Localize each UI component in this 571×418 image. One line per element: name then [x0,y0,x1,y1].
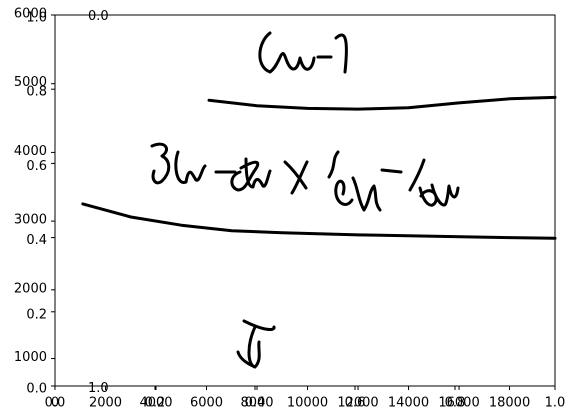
y-tick-label-pix-1000: 1000 [14,350,47,365]
y-ticks-pixel: 1000 2000 3000 4000 5000 6000 [14,7,55,365]
series-line-2 [81,202,557,240]
x-tick-label-pix-14000: 14000 [388,396,429,411]
x-tick-label-pix-8000: 8000 [240,396,273,411]
x-tick-label-pix-18000: 18000 [489,396,530,411]
y-tick-label-pix-2000: 2000 [14,281,47,296]
y-tick-label-norm-0.4: 0.4 [26,233,47,248]
bottom-left-overlap-label: 1.0 [88,381,109,396]
y-tick-label-norm-1.0: 1.0 [26,11,47,26]
y-tick-label-pix-4000: 4000 [14,144,47,159]
x-tick-label-pix-12000: 12000 [337,396,378,411]
y-tick-label-pix-3000: 3000 [14,213,47,228]
top-left-overlap-label: 0.0 [88,9,109,24]
y-ticks-normalized: 0.0 0.2 0.4 0.6 0.8 1.0 [26,11,55,397]
x-tick-label-pix-10000: 10000 [287,396,328,411]
x-tick-label-pix-2000: 2000 [89,396,122,411]
x-tick-label-norm-0.2: 0.2 [145,396,166,411]
x-tick-label-norm-0.0: 0.0 [45,396,66,411]
x-tick-label-pix-4000: 4000 [139,396,172,411]
plot-frame [54,14,556,387]
x-tick-label-norm-0.6: 0.6 [345,396,366,411]
y-tick-label-pix-6000: 6000 [14,7,47,22]
y-tick-label-norm-0.0: 0.0 [26,382,47,397]
y-tick-label-norm-0.2: 0.2 [26,307,47,322]
plot-contents [81,31,557,369]
handwriting-middle [150,142,460,212]
x-tick-label-norm-0.4: 0.4 [245,396,266,411]
x-ticks-pixel: 0 2000 4000 6000 8000 10000 12000 14000 16000 180… [51,386,530,411]
series-line-1 [207,95,557,111]
x-tick-label-pix-0: 0 [51,396,59,411]
y-tick-label-pix-5000: 5000 [14,75,47,90]
series-lines [81,95,557,240]
x-tick-label-pix-16000: 16000 [438,396,479,411]
x-ticks-normalized: 0.0 0.2 0.4 0.6 0.8 1.0 [45,386,566,411]
x-tick-label-norm-0.8: 0.8 [445,396,466,411]
y-tick-label-norm-0.8: 0.8 [26,85,47,100]
x-tick-label-norm-1.0: 1.0 [545,396,566,411]
x-tick-label-pix-6000: 6000 [190,396,223,411]
handwriting-bottom [236,319,276,369]
y-tick-label-norm-0.6: 0.6 [26,159,47,174]
handwriting-top [258,31,348,74]
